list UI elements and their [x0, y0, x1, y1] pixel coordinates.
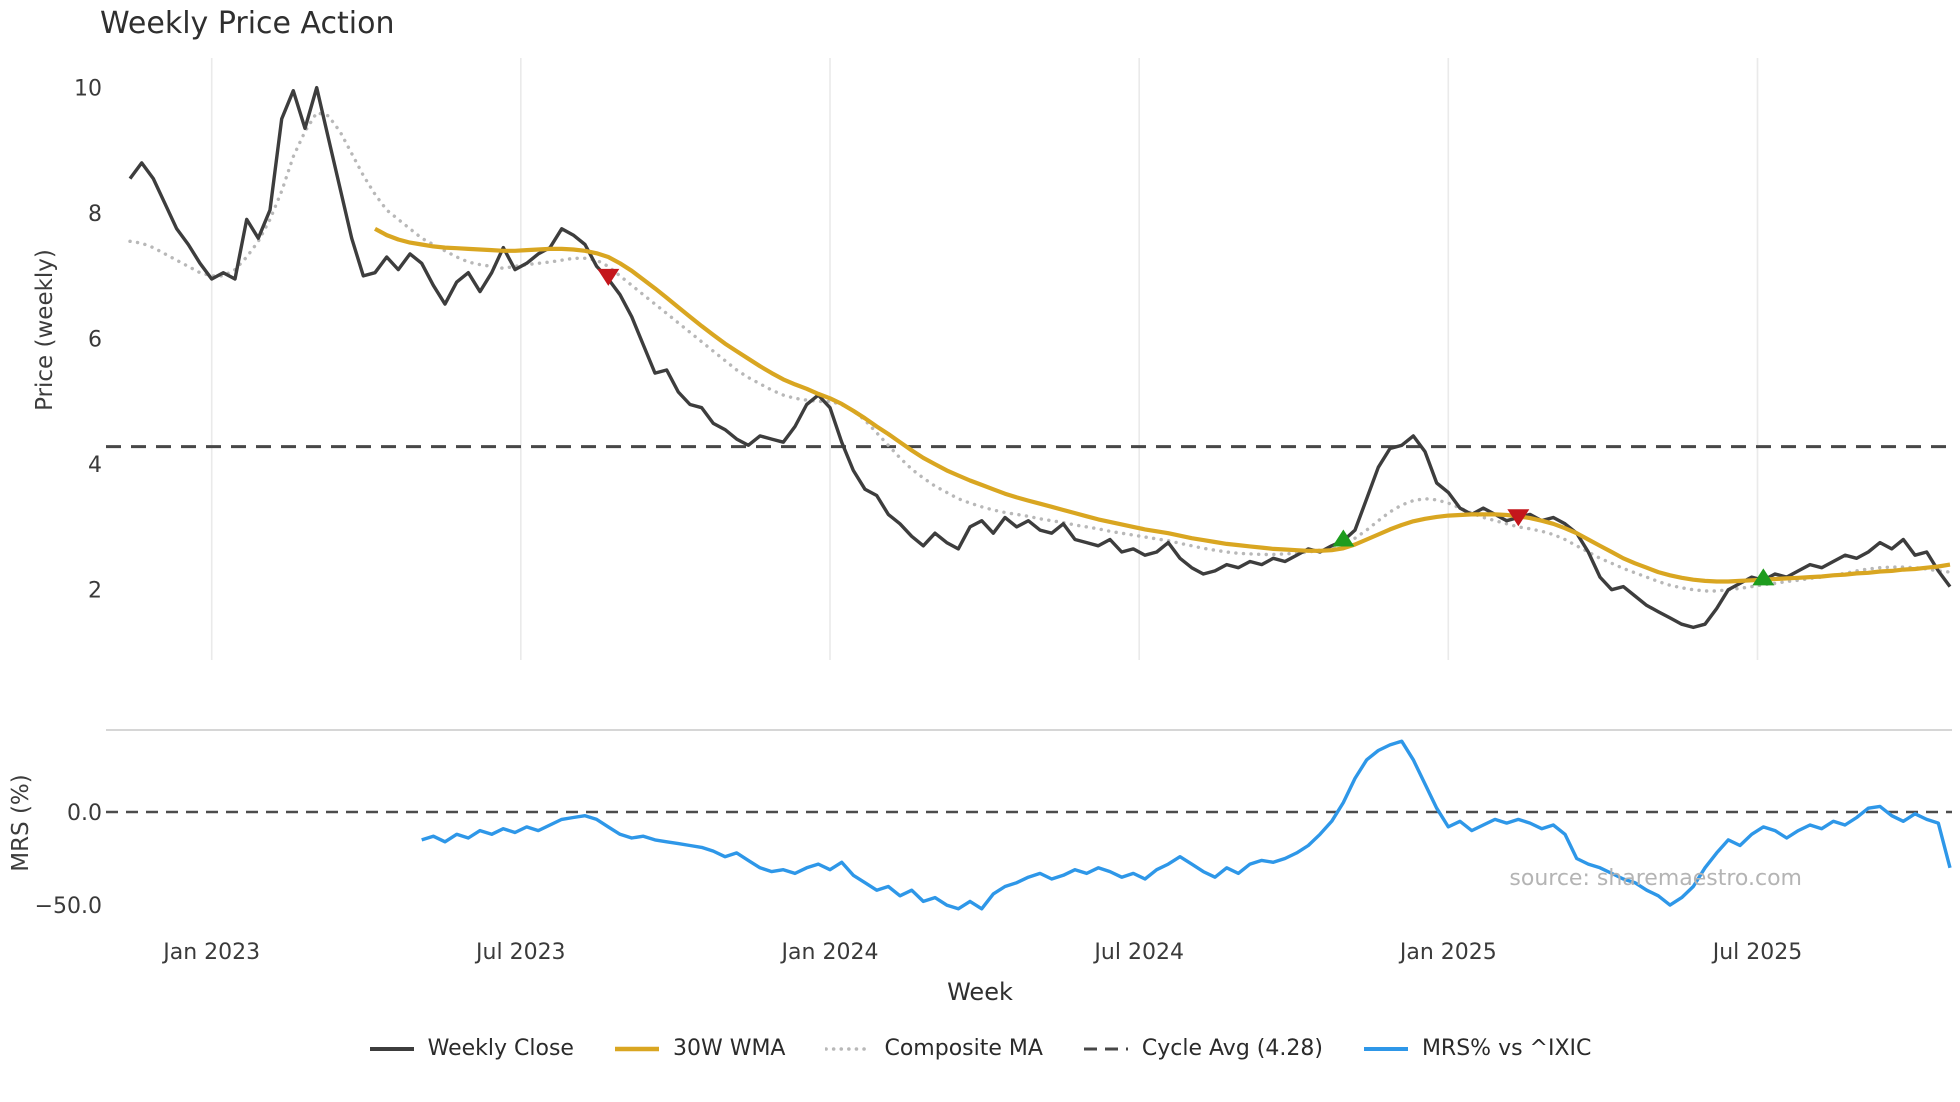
legend-line-sample — [825, 1046, 872, 1051]
legend-line-sample — [614, 1046, 659, 1051]
legend-line-sample — [1363, 1046, 1408, 1051]
mrs-line — [421, 739, 1952, 911]
price-ytick-label: 4 — [88, 453, 102, 478]
weekly-close-line — [128, 85, 1952, 630]
x-tick-label: Jan 2024 — [780, 940, 879, 965]
wma-30w-line — [374, 226, 1951, 584]
chart-title: Weekly Price Action — [100, 6, 395, 41]
x-tick-label: Jan 2023 — [161, 940, 260, 965]
mrs-ytick-label: −50.0 — [35, 894, 102, 919]
buy-signal-triangle — [1752, 568, 1775, 586]
x-tick-label: Jul 2023 — [474, 940, 566, 965]
legend-label: Weekly Close — [427, 1036, 574, 1061]
source-watermark: source: sharemaestro.com — [1509, 866, 1802, 891]
legend-item-weekly-close: Weekly Close — [369, 1036, 574, 1061]
legend-line-sample — [369, 1046, 414, 1051]
legend-line-sample — [1083, 1047, 1128, 1050]
mrs-ytick-label: 0.0 — [67, 801, 102, 826]
legend-item-composite-ma: Composite MA — [825, 1036, 1043, 1061]
legend: Weekly Close 30W WMA Composite MA Cycle Avg… — [0, 1036, 1960, 1061]
x-tick-label: Jan 2025 — [1398, 940, 1497, 965]
sell-signal-triangle — [597, 268, 620, 286]
legend-label: MRS% vs ^IXIC — [1421, 1036, 1592, 1061]
x-axis-title: Week — [947, 978, 1013, 1006]
price-ytick-label: 2 — [88, 579, 102, 604]
legend-label: 30W WMA — [672, 1036, 786, 1061]
price-ytick-label: 8 — [88, 202, 102, 227]
price-ytick-label: 6 — [88, 328, 102, 353]
x-tick-label: Jul 2024 — [1092, 940, 1184, 965]
composite-ma-line — [128, 110, 1952, 593]
x-tick-label: Jul 2025 — [1711, 940, 1803, 965]
legend-label: Cycle Avg (4.28) — [1141, 1036, 1323, 1061]
legend-item-30w-wma: 30W WMA — [614, 1036, 786, 1061]
buy-signal-triangle — [1332, 529, 1355, 547]
legend-label: Composite MA — [884, 1036, 1043, 1061]
legend-item-mrs-vs-ixic: MRS% vs ^IXIC — [1363, 1036, 1591, 1061]
legend-item-cycle-avg-4-28-: Cycle Avg (4.28) — [1083, 1036, 1323, 1061]
price-ytick-label: 10 — [74, 77, 102, 102]
sell-signal-triangle — [1507, 509, 1530, 527]
